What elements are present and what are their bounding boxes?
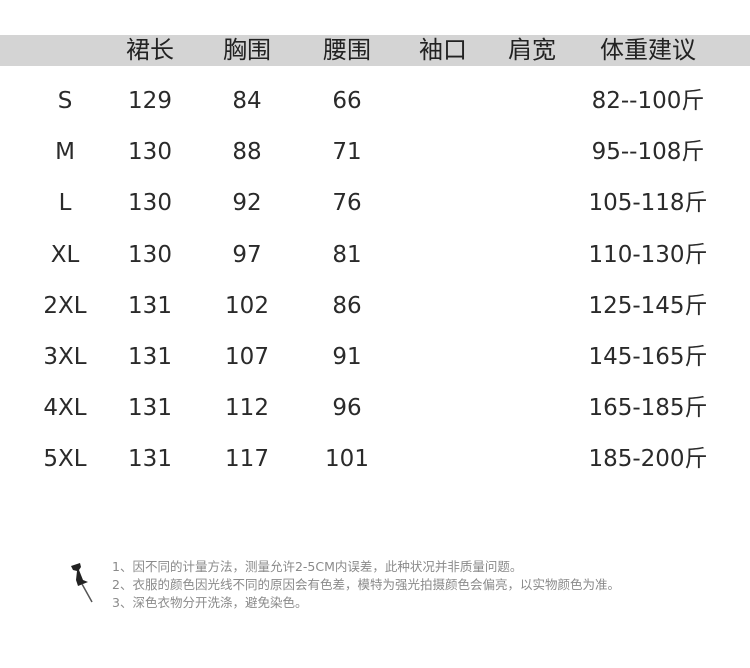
cell-waist: 66 (332, 88, 362, 114)
cell-waist: 101 (325, 446, 369, 473)
cell-weight: 95--108斤 (591, 139, 705, 166)
note-1: 1、因不同的计量方法，测量允许2-5CM内误差，此种状况并非质量问题。 (112, 559, 523, 574)
cell-skirt-length: 129 (128, 88, 172, 114)
header-cuff: 袖口 (419, 36, 467, 64)
cell-bust: 112 (225, 395, 269, 422)
cell-bust: 117 (225, 446, 269, 473)
size-label: 5XL (43, 446, 87, 473)
size-label: M (55, 139, 75, 166)
cell-waist: 81 (332, 241, 362, 268)
header-weight: 体重建议 (600, 36, 696, 64)
cell-skirt-length: 130 (128, 241, 172, 268)
size-label: XL (50, 241, 80, 268)
cell-skirt-length: 131 (128, 395, 172, 422)
cell-waist: 91 (332, 344, 362, 370)
cell-waist: 86 (332, 292, 362, 319)
header-bust: 胸围 (223, 36, 271, 64)
cell-bust: 107 (225, 344, 269, 370)
cell-skirt-length: 130 (128, 190, 172, 217)
cell-bust: 102 (225, 292, 269, 319)
cell-bust: 88 (232, 139, 262, 166)
size-label: 2XL (43, 292, 87, 319)
pushpin-icon (71, 563, 93, 603)
header-bar (0, 35, 750, 66)
note-3: 3、深色衣物分开洗涤，避免染色。 (112, 595, 308, 610)
note-2: 2、衣服的颜色因光线不同的原因会有色差，模特为强光拍摄颜色会偏亮，以实物颜色为准… (112, 577, 620, 592)
cell-skirt-length: 131 (128, 446, 172, 473)
cell-weight: 105-118斤 (588, 190, 708, 217)
cell-skirt-length: 131 (128, 292, 172, 319)
cell-weight: 125-145斤 (588, 292, 708, 319)
cell-weight: 110-130斤 (588, 241, 708, 268)
cell-skirt-length: 130 (128, 139, 172, 166)
header-shoulder: 肩宽 (508, 36, 556, 64)
size-label: 3XL (43, 344, 87, 370)
cell-bust: 97 (232, 241, 262, 268)
size-label: S (57, 88, 73, 114)
cell-waist: 76 (332, 190, 362, 217)
cell-weight: 185-200斤 (588, 446, 708, 473)
header-waist: 腰围 (323, 36, 371, 64)
size-label: L (58, 190, 72, 217)
cell-weight: 145-165斤 (588, 344, 708, 370)
cell-skirt-length: 131 (128, 344, 172, 370)
cell-waist: 71 (332, 139, 362, 166)
care-notes: 1、因不同的计量方法，测量允许2-5CM内误差，此种状况并非质量问题。 2、衣服… (112, 558, 620, 612)
header-skirt-length: 裙长 (126, 36, 174, 64)
cell-bust: 92 (232, 190, 262, 217)
cell-waist: 96 (332, 395, 362, 422)
cell-weight: 82--100斤 (591, 88, 705, 114)
cell-weight: 165-185斤 (588, 395, 708, 422)
size-label: 4XL (43, 395, 87, 422)
cell-bust: 84 (232, 88, 262, 114)
